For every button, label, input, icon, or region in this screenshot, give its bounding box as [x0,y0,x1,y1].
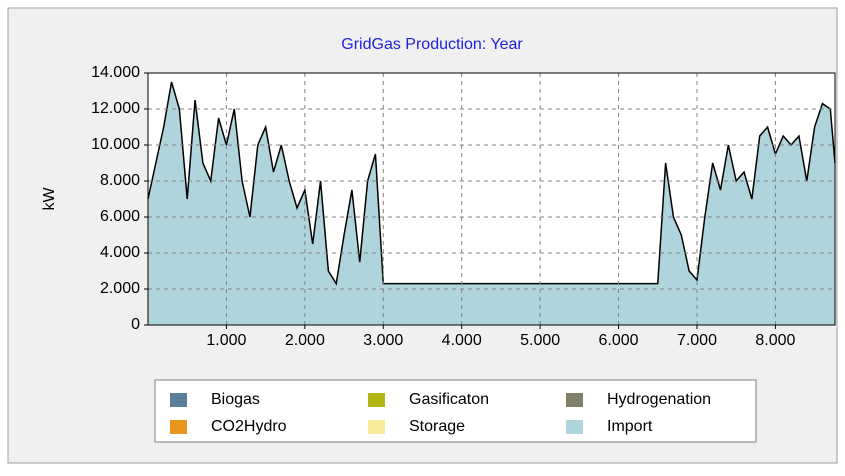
y-tick-label: 14.000 [91,64,140,81]
x-tick-label: 3.000 [363,332,403,349]
x-tick-label: 5.000 [520,332,560,349]
y-tick-label: 12.000 [91,100,140,117]
area [148,82,835,325]
legend-label: Hydrogenation [607,391,711,408]
y-tick-label: 4.000 [100,244,140,261]
chart-title: GridGas Production: Year [341,36,523,53]
y-tick-label: 8.000 [100,172,140,189]
y-tick-label: 0 [131,316,140,333]
legend-swatch [368,393,385,407]
y-tick-label: 10.000 [91,136,140,153]
y-tick-label: 6.000 [100,208,140,225]
legend-swatch [566,393,583,407]
legend-swatch [566,420,583,434]
x-tick-label: 8.000 [755,332,795,349]
legend-swatch [368,420,385,434]
legend-label: CO2Hydro [211,418,287,435]
x-tick-label: 4.000 [442,332,482,349]
area-line [147,81,836,286]
x-tick-label: 6.000 [599,332,639,349]
legend-label: Biogas [211,391,260,408]
legend-label: Import [607,418,653,435]
y-tick-label: 2.000 [100,280,140,297]
legend [154,379,757,443]
x-tick-label: 2.000 [285,332,325,349]
legend-swatch [170,420,187,434]
x-tick-label: 7.000 [677,332,717,349]
legend-label: Gasificaton [409,391,489,408]
legend-label: Storage [409,418,465,435]
plot-border [147,72,836,326]
y-axis-label: kW [41,187,58,211]
x-tick-label: 1.000 [206,332,246,349]
legend-swatch [170,393,187,407]
